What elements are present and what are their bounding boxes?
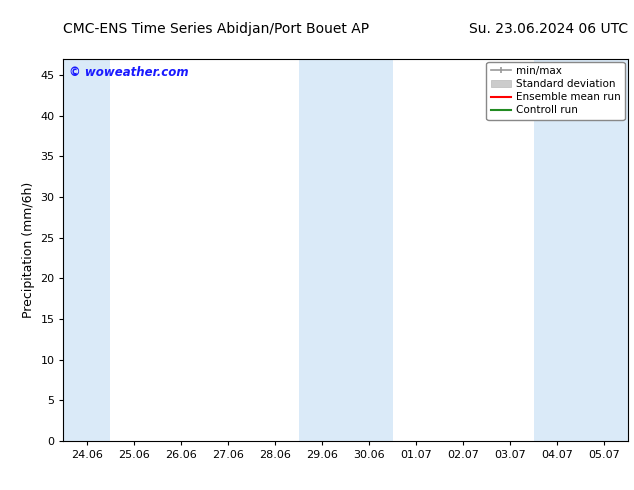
Legend: min/max, Standard deviation, Ensemble mean run, Controll run: min/max, Standard deviation, Ensemble me… [486, 62, 624, 120]
Bar [299, 59, 392, 441]
Text: CMC-ENS Time Series Abidjan/Port Bouet AP: CMC-ENS Time Series Abidjan/Port Bouet A… [63, 22, 370, 36]
Bar [63, 59, 110, 441]
Bar [534, 59, 628, 441]
Text: © woweather.com: © woweather.com [69, 67, 189, 79]
Text: Su. 23.06.2024 06 UTC: Su. 23.06.2024 06 UTC [469, 22, 628, 36]
Y-axis label: Precipitation (mm/6h): Precipitation (mm/6h) [22, 182, 35, 318]
